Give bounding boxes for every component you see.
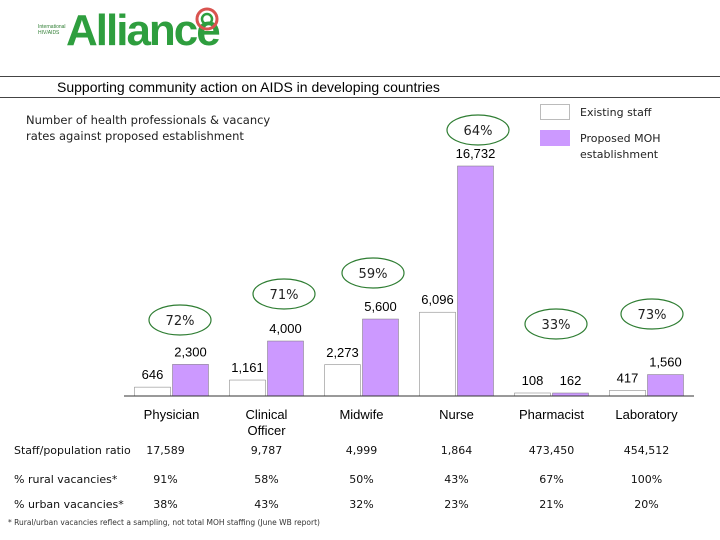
table-cell: 50% (349, 473, 374, 486)
table-row: Staff/population ratio 17,589 9,787 4,999 1,… (0, 444, 720, 462)
value-label-existing: 646 (142, 367, 164, 382)
table-cell: 67% (539, 473, 564, 486)
value-label-existing: 108 (522, 373, 544, 388)
table-cell: 91% (153, 473, 178, 486)
bar-proposed-clinical-officer (267, 340, 304, 397)
vacancy-rate-label: 33% (542, 318, 571, 333)
table-cell: 32% (349, 498, 374, 511)
bar-proposed-nurse (457, 165, 494, 397)
chart-title: Number of health professionals & vacancy… (26, 113, 271, 143)
alliance-logo: International HIV/AIDS Alliance (36, 4, 226, 66)
table-cell: 43% (444, 473, 469, 486)
legend-label-existing: Existing staff (580, 106, 652, 119)
bar-existing-clinical-officer (229, 379, 266, 397)
table-cell: 20% (634, 498, 659, 511)
value-label-existing: 2,273 (326, 345, 359, 360)
table-cell: 23% (444, 498, 469, 511)
bar-proposed-midwife (362, 318, 399, 397)
tagline-bar: Supporting community action on AIDS in d… (0, 76, 720, 98)
table-cell: 1,864 (440, 444, 473, 457)
table-cell: 38% (153, 498, 178, 511)
vacancy-rate-label: 64% (464, 124, 493, 139)
header: International HIV/AIDS Alliance Supporti… (0, 0, 720, 98)
row-label: % urban vacancies* (14, 498, 124, 511)
vacancy-rate-bubble (524, 308, 588, 340)
row-label: % rural vacancies* (14, 473, 118, 486)
table-cell: 100% (630, 473, 663, 486)
vacancy-rate-bubble (620, 298, 684, 330)
value-label-proposed: 16,732 (456, 146, 496, 161)
vacancy-rate-bubble (341, 257, 405, 289)
bar-existing-midwife (324, 364, 361, 397)
swirl-icon (195, 7, 219, 31)
value-label-proposed: 2,300 (174, 344, 207, 359)
bar-proposed-physician (172, 364, 209, 397)
table-row: % urban vacancies* 38% 43% 32% 23% 21% 20% (0, 498, 720, 516)
category-label: Laboratory (615, 407, 678, 422)
value-label-proposed: 1,560 (649, 355, 682, 370)
bar-proposed-laboratory (647, 374, 684, 397)
legend-swatch-existing (540, 104, 570, 120)
tagline: Supporting community action on AIDS in d… (57, 79, 440, 95)
logo-small-text: International HIV/AIDS (38, 24, 66, 36)
value-label-proposed: 4,000 (269, 321, 302, 336)
category-label: Clinical (246, 407, 288, 422)
table-cell: 43% (254, 498, 279, 511)
legend-label-proposed: Proposed MOH establishment (580, 132, 661, 161)
value-label-existing: 417 (617, 370, 639, 385)
bar-existing-nurse (419, 311, 456, 397)
bar-existing-physician (134, 386, 171, 397)
vacancy-rate-label: 59% (359, 267, 388, 282)
vacancy-rate-label: 71% (270, 288, 299, 303)
table-cell: 4,999 (345, 444, 378, 457)
table-cell: 58% (254, 473, 279, 486)
vacancy-rate-label: 73% (638, 308, 667, 323)
value-label-existing: 1,161 (231, 360, 264, 375)
category-label: Midwife (339, 407, 383, 422)
vacancy-rate-bubble (252, 278, 316, 310)
category-label: Nurse (439, 407, 474, 422)
category-label: Pharmacist (519, 407, 584, 422)
table-cell: 17,589 (146, 444, 185, 457)
table-cell: 473,450 (528, 444, 575, 457)
table-cell: 21% (539, 498, 564, 511)
table-cell: 454,512 (623, 444, 670, 457)
vacancy-rate-bubble (446, 114, 510, 146)
row-label: Staff/population ratio (14, 444, 131, 457)
category-label: Officer (247, 423, 286, 438)
value-label-proposed: 162 (560, 373, 582, 388)
footnote: * Rural/urban vacancies reflect a sampli… (8, 518, 320, 527)
legend-swatch-proposed (540, 130, 570, 146)
bar-existing-laboratory (609, 390, 646, 397)
table-cell: 9,787 (250, 444, 283, 457)
value-label-existing: 6,096 (421, 292, 454, 307)
vacancy-rate-bubble (148, 304, 212, 336)
logo-wordmark: Alliance (66, 6, 221, 55)
vacancy-rate-label: 72% (166, 314, 195, 329)
table-row: % rural vacancies* 91% 58% 50% 43% 67% 100% (0, 473, 720, 491)
category-label: Physician (144, 407, 200, 422)
value-label-proposed: 5,600 (364, 299, 397, 314)
